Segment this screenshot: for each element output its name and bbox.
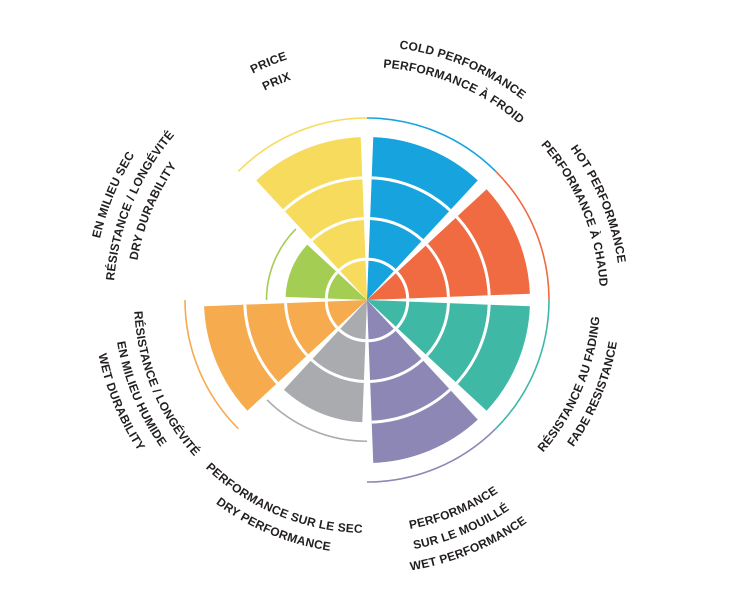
svg-text:PERFORMANCE À CHAUD: PERFORMANCE À CHAUD <box>539 138 611 288</box>
svg-text:PRIX: PRIX <box>260 69 292 93</box>
svg-text:PERFORMANCE À FROID: PERFORMANCE À FROID <box>383 57 527 127</box>
svg-text:PERFORMANCE SUR LE SEC: PERFORMANCE SUR LE SEC <box>203 460 363 536</box>
